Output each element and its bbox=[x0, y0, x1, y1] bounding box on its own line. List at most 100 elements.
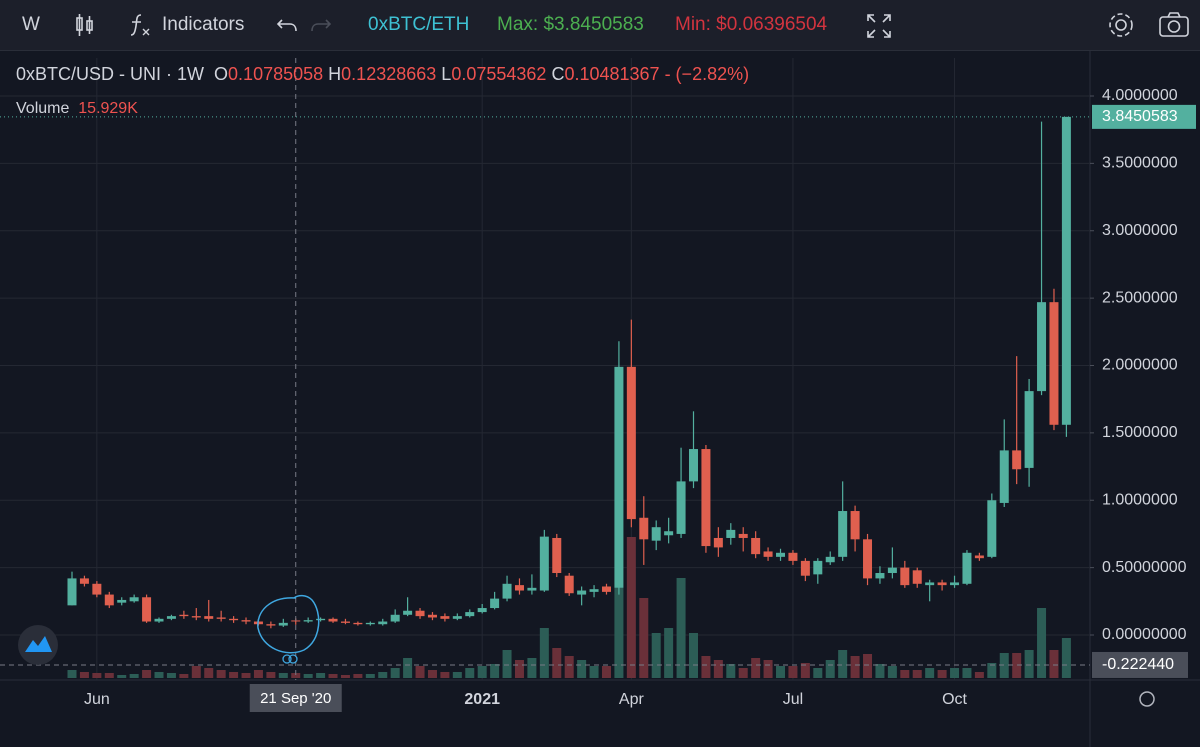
volume-bar bbox=[365, 674, 375, 678]
volume-bar bbox=[129, 674, 139, 678]
candle-body bbox=[1037, 302, 1047, 392]
volume-legend: Volume 15.929K bbox=[16, 100, 138, 118]
candle-body bbox=[552, 537, 562, 574]
min-value: Min: $0.06396504 bbox=[675, 14, 828, 35]
volume-bar bbox=[179, 674, 189, 678]
volume-bar bbox=[278, 673, 288, 678]
candle-body bbox=[365, 622, 375, 625]
volume-bar bbox=[415, 666, 425, 678]
candle-body bbox=[502, 583, 512, 599]
candle-body bbox=[726, 529, 736, 538]
indicators-button[interactable]: Indicators bbox=[162, 14, 245, 35]
tv-logo[interactable] bbox=[18, 625, 58, 665]
volume-bar bbox=[974, 672, 984, 678]
candle-body bbox=[713, 537, 723, 548]
candle-body bbox=[813, 560, 823, 575]
candle-body bbox=[452, 616, 462, 619]
volume-bar bbox=[477, 666, 487, 678]
volume-bar bbox=[427, 670, 437, 678]
x-tick-label: Jul bbox=[783, 691, 803, 708]
axis-settings-icon[interactable] bbox=[1139, 691, 1155, 707]
volume-bar bbox=[1037, 608, 1047, 678]
y-tick-label: 2.5000000 bbox=[1102, 289, 1178, 306]
candle-body bbox=[825, 556, 835, 563]
volume-bar bbox=[701, 656, 711, 678]
volume-bar bbox=[440, 672, 450, 678]
undo-redo[interactable] bbox=[276, 14, 336, 36]
x-tick-label: Apr bbox=[619, 691, 645, 708]
volume-bar bbox=[825, 660, 835, 678]
volume-bar bbox=[266, 672, 276, 678]
logo-mark bbox=[25, 636, 52, 652]
volume-value: 15.929K bbox=[78, 100, 138, 117]
indicators-icon[interactable] bbox=[128, 12, 152, 38]
volume-bar bbox=[776, 666, 786, 678]
logo-badge[interactable] bbox=[18, 625, 58, 665]
candle-body bbox=[204, 616, 214, 619]
volume-bar bbox=[651, 633, 661, 678]
volume-bar bbox=[241, 673, 251, 678]
candle-body bbox=[241, 620, 251, 622]
candle-body bbox=[378, 621, 388, 625]
volume-bar bbox=[1024, 650, 1034, 678]
volume-bar bbox=[689, 633, 698, 678]
candle-body bbox=[166, 616, 176, 619]
candle-body bbox=[154, 618, 164, 622]
candle-body bbox=[651, 527, 661, 541]
candle-body bbox=[129, 597, 139, 602]
volume-bar bbox=[950, 668, 960, 678]
compare-symbol[interactable]: 0xBTC/ETH bbox=[368, 14, 470, 35]
candle-body bbox=[763, 551, 773, 557]
candle-body bbox=[303, 620, 313, 622]
volume-bar bbox=[577, 660, 587, 678]
change-value: - (−2.82%) bbox=[664, 64, 750, 84]
candle-body bbox=[838, 511, 848, 557]
candle-body bbox=[67, 578, 77, 606]
settings-icon[interactable] bbox=[1106, 11, 1136, 39]
candle-body bbox=[117, 599, 127, 603]
hand-drawn-circle bbox=[257, 594, 320, 654]
volume-bar bbox=[390, 668, 400, 678]
volume-bar bbox=[751, 658, 761, 678]
candle-body bbox=[316, 618, 326, 621]
volume-bar bbox=[490, 664, 500, 678]
volume-bar bbox=[999, 653, 1009, 678]
volume-bar bbox=[1061, 638, 1071, 678]
candle-body bbox=[266, 624, 276, 626]
candle-body bbox=[465, 612, 475, 617]
candle-body bbox=[403, 610, 413, 615]
candle-body bbox=[639, 517, 649, 540]
fullscreen-icon[interactable] bbox=[866, 13, 892, 39]
candle-body bbox=[564, 575, 574, 594]
candle-body bbox=[887, 567, 897, 574]
volume-bar bbox=[316, 673, 326, 678]
snapshot-icon[interactable] bbox=[1158, 12, 1190, 38]
volume-bar bbox=[452, 672, 462, 678]
volume-bar bbox=[142, 670, 152, 678]
volume-bar bbox=[353, 674, 363, 678]
chart-type-icon[interactable] bbox=[74, 12, 96, 38]
crosshair-date: 21 Sep '20 bbox=[260, 690, 331, 707]
candle-body bbox=[1049, 302, 1059, 425]
candle-body bbox=[142, 597, 152, 622]
volume-bar bbox=[216, 670, 226, 678]
candle-body bbox=[415, 610, 425, 617]
crosshair-price: -0.222440 bbox=[1102, 656, 1174, 673]
candle-body bbox=[390, 614, 400, 622]
chart: 0.00000000 0.50000000 1.0000000 1.5000000 2.… bbox=[0, 51, 1200, 747]
candle-body bbox=[79, 578, 89, 584]
candle-body bbox=[788, 552, 798, 561]
max-value: Max: $3.8450583 bbox=[497, 14, 644, 35]
volume-bar bbox=[614, 588, 624, 678]
volume-bar bbox=[838, 650, 848, 678]
volume-bar bbox=[552, 648, 562, 678]
volume-bar bbox=[639, 598, 649, 678]
volume-bar bbox=[79, 672, 89, 678]
candle-body bbox=[875, 573, 885, 579]
volume-bar bbox=[626, 537, 636, 678]
candle-body bbox=[514, 585, 524, 591]
candle-body bbox=[601, 586, 611, 592]
volume-bar bbox=[962, 668, 972, 678]
interval-button[interactable]: W bbox=[22, 14, 40, 35]
